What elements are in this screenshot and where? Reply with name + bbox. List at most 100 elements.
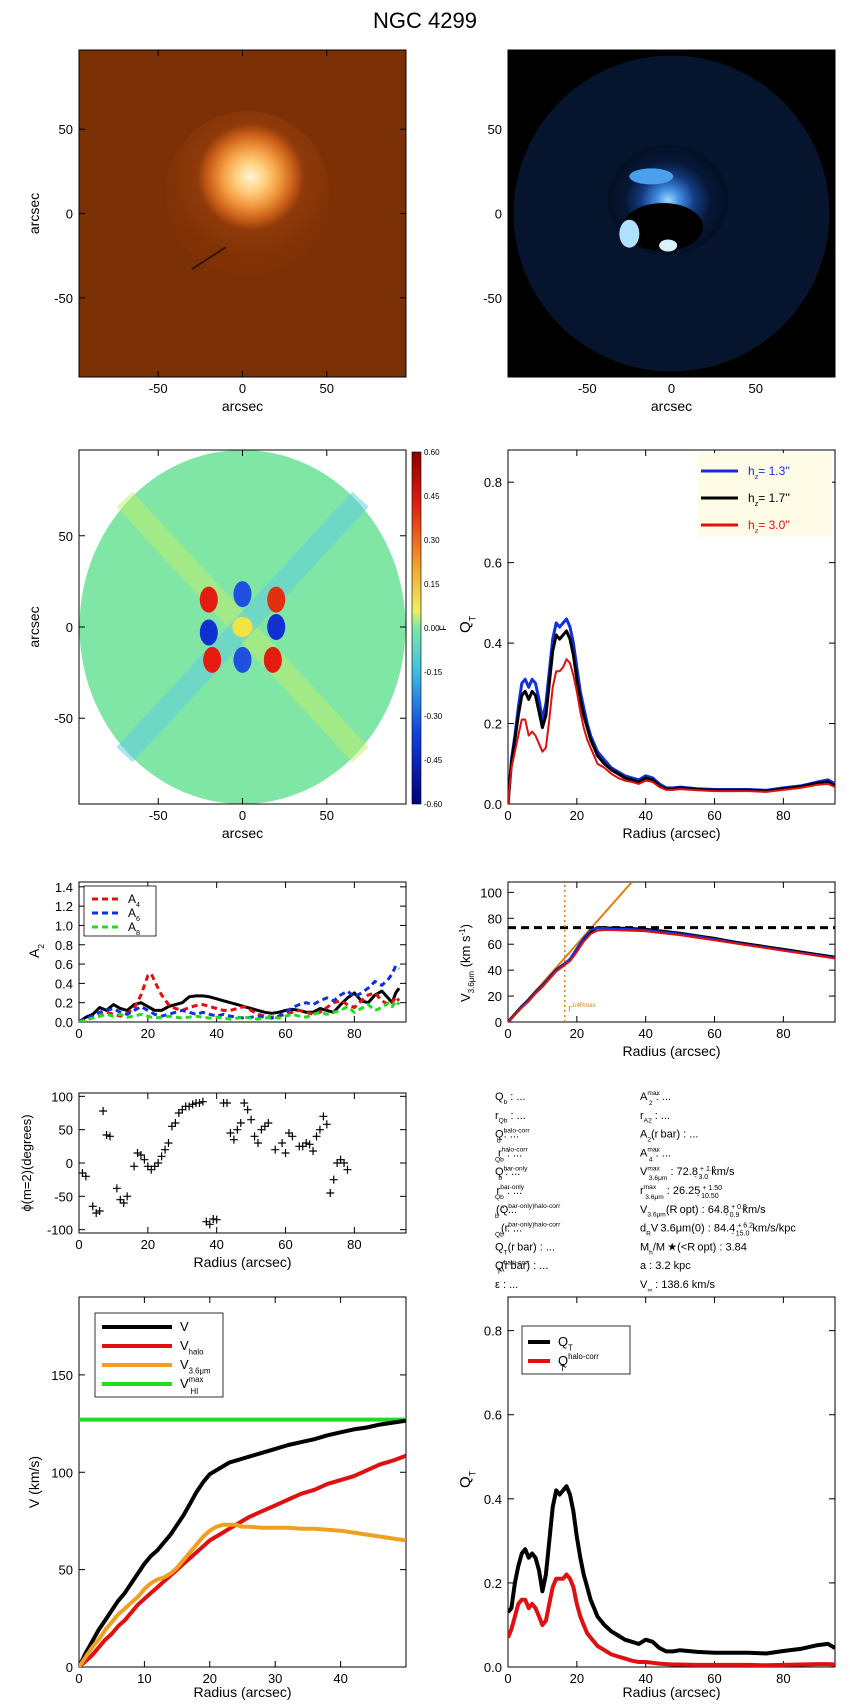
qt-corr-line bbox=[508, 1484, 835, 1656]
phase-point bbox=[333, 1159, 342, 1167]
info-right-row: A2(r bar) : ... bbox=[640, 1129, 698, 1144]
galaxy-glow bbox=[165, 111, 330, 276]
phase-point bbox=[264, 1119, 273, 1127]
y-tick-label: 0.0 bbox=[484, 797, 502, 812]
v36-profile-axes: 0 20 40 60 80 0 20 40 60 80 100 r1/4Rmax Radius (arc… bbox=[458, 881, 836, 1059]
x-tick-label: 60 bbox=[707, 1026, 721, 1041]
y-axis-label-text: arcsec bbox=[26, 193, 42, 234]
x-tick-label: 50 bbox=[320, 381, 334, 396]
phase-point bbox=[240, 1099, 249, 1107]
y-tick-label: 1.4 bbox=[55, 880, 73, 895]
colorbar-tick-label: -0.60 bbox=[424, 800, 443, 809]
y-tick-label: 50 bbox=[59, 1563, 73, 1578]
qt-profile-axes: 0 20 40 60 80 0.0 0.2 0.4 0.6 0.8 hz= 1.3'' hz= 1.7… bbox=[457, 449, 836, 841]
x-tick-label: 80 bbox=[776, 1671, 790, 1686]
core-blob bbox=[232, 617, 253, 637]
force-blob bbox=[233, 581, 252, 608]
x-tick-label: 60 bbox=[278, 1237, 292, 1252]
x-axis-label: Radius (arcsec) bbox=[622, 1043, 720, 1059]
phase-point bbox=[343, 1165, 352, 1174]
y-tick-label: 100 bbox=[480, 885, 502, 900]
x-tick-label: 20 bbox=[570, 1671, 584, 1686]
colorbar-tick-label: 0.60 bbox=[424, 448, 440, 457]
force-blob bbox=[199, 586, 218, 613]
colorbar-tick-label: 0.30 bbox=[424, 536, 440, 545]
phase-point bbox=[164, 1139, 173, 1147]
phase-point bbox=[95, 1207, 104, 1215]
y-tick-label: 0.4 bbox=[484, 636, 502, 651]
plot-frame bbox=[507, 881, 836, 1023]
image-right-axes: -50 0 50 -50 0 50 arcsec bbox=[483, 49, 836, 414]
y-tick-label: 0.6 bbox=[55, 957, 73, 972]
legend-label: A8 bbox=[128, 920, 140, 937]
y-axis-label: QT bbox=[457, 615, 477, 633]
y-axis-label: V (km/s) bbox=[26, 1456, 42, 1508]
series-group bbox=[508, 1484, 835, 1667]
legend-box bbox=[698, 453, 832, 537]
info-left-row: Qb : ... bbox=[495, 1091, 526, 1106]
colorbar-tick-label: -0.30 bbox=[424, 712, 443, 721]
legend-label: V3.6μm bbox=[180, 1357, 211, 1376]
phase-point bbox=[140, 1155, 149, 1164]
y-tick-label: 0 bbox=[66, 1156, 73, 1171]
y-tick-label: 1.2 bbox=[55, 899, 73, 914]
rotation-line bbox=[79, 1522, 406, 1667]
phase-point bbox=[257, 1125, 266, 1134]
info-right-row: Amax 4 : ... bbox=[640, 1146, 671, 1163]
y-tick-label: 100 bbox=[51, 1465, 73, 1480]
y-axis-label-text: V (km/s) bbox=[26, 1456, 42, 1508]
info-left-row: rbar-only Qb : ... bbox=[495, 1184, 525, 1201]
x-tick-label: 10 bbox=[137, 1671, 151, 1686]
info-right-row: dRV 3.6μm(0) : 84.4 + 6.2- 15.0 km/s/kpc bbox=[640, 1223, 796, 1238]
y-tick-label: 1.0 bbox=[55, 918, 73, 933]
y-tick-label: 150 bbox=[51, 1368, 73, 1383]
phase-point bbox=[147, 1165, 156, 1174]
phase-point bbox=[305, 1140, 314, 1149]
y-tick-label: 0.2 bbox=[484, 717, 502, 732]
am-line bbox=[79, 999, 401, 1022]
colorbar-tick-label: 0.00 bbox=[424, 624, 440, 633]
x-tick-label: -50 bbox=[149, 381, 168, 396]
y-axis-label-text: A2 bbox=[26, 944, 46, 958]
phase-point bbox=[340, 1159, 349, 1167]
force-blob bbox=[199, 619, 218, 646]
y-tick-label: 0.0 bbox=[55, 1015, 73, 1030]
x-axis-label: Radius (arcsec) bbox=[193, 1254, 291, 1270]
x-axis-label: Radius (arcsec) bbox=[622, 825, 720, 841]
info-right-row: Vmax 3.6μm : 72.8 + 1.2- 3.0 km/s bbox=[640, 1165, 735, 1182]
legend-box bbox=[521, 1325, 631, 1375]
phase-point bbox=[88, 1202, 97, 1211]
phase-point bbox=[99, 1107, 108, 1115]
x-axis-label: Radius (arcsec) bbox=[193, 1684, 291, 1700]
series-group bbox=[508, 617, 835, 804]
phase-point bbox=[271, 1145, 280, 1154]
x-axis-label: arcsec bbox=[222, 398, 263, 414]
legend-label: hz= 1.7'' bbox=[748, 491, 790, 508]
plot-frame bbox=[507, 1296, 836, 1668]
legend-label: Qhalo-corr T bbox=[558, 1352, 599, 1373]
legend-label: hz= 3.0'' bbox=[748, 518, 790, 535]
dark-lane bbox=[623, 202, 704, 251]
phase-point bbox=[209, 1215, 218, 1223]
phase-point bbox=[247, 1115, 256, 1124]
y-tick-label: 50 bbox=[488, 122, 502, 137]
y-tick-label: -50 bbox=[54, 711, 73, 726]
plot-frame bbox=[78, 1296, 407, 1668]
phase-point bbox=[167, 1122, 176, 1131]
rmax-annotation: r1/4Rmax bbox=[568, 1003, 595, 1015]
x-axis-label: arcsec bbox=[222, 825, 263, 841]
am-line bbox=[79, 972, 401, 1022]
phase-point bbox=[233, 1125, 242, 1134]
phase-point bbox=[329, 1175, 338, 1184]
force-map-axes: -50 0 50 -50 0 50 arcsec arcsec 0.60 0.45 0.30 0.15… bbox=[26, 448, 448, 841]
phase-point bbox=[123, 1192, 132, 1201]
y-tick-label: 0.8 bbox=[55, 938, 73, 953]
x-tick-label: 0 bbox=[504, 1026, 511, 1041]
bright-knot bbox=[619, 219, 640, 248]
x-tick-label: 0 bbox=[75, 1671, 82, 1686]
y-axis-label-text: QT bbox=[457, 615, 477, 633]
phase-point bbox=[243, 1105, 252, 1114]
x-tick-label: 40 bbox=[209, 1026, 223, 1041]
phase-point bbox=[195, 1099, 204, 1107]
